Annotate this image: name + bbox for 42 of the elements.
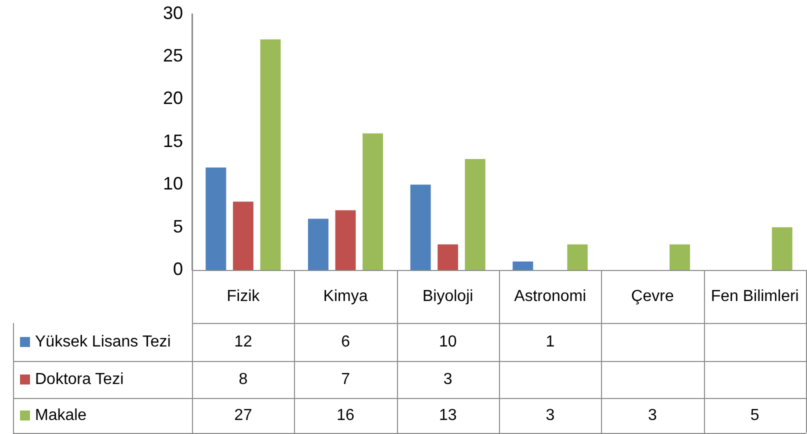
data-label: 3 bbox=[443, 370, 452, 388]
x-tick-label: Kimya bbox=[323, 288, 368, 305]
legend-label: Doktora Tezi bbox=[35, 370, 124, 388]
data-label: 12 bbox=[234, 333, 252, 350]
bar bbox=[335, 210, 356, 270]
bar bbox=[410, 184, 431, 270]
x-tick-label: Fizik bbox=[226, 288, 261, 305]
bar bbox=[772, 227, 792, 270]
data-label: 3 bbox=[648, 406, 658, 424]
x-tick-label: Astronomi bbox=[514, 288, 586, 305]
y-tick-label: 10 bbox=[162, 174, 184, 194]
y-tick-label: 0 bbox=[173, 258, 184, 279]
data-label: 27 bbox=[234, 406, 252, 424]
bar bbox=[438, 244, 458, 270]
x-tick-label: Fen Bilimleri bbox=[710, 288, 799, 305]
y-tick-label: 15 bbox=[162, 130, 184, 151]
bar bbox=[512, 261, 534, 270]
data-label: 3 bbox=[546, 406, 555, 424]
bar bbox=[362, 133, 384, 270]
bar bbox=[567, 244, 588, 270]
data-label: 1 bbox=[546, 333, 555, 350]
y-tick-label: 30 bbox=[162, 2, 184, 23]
bar bbox=[670, 244, 690, 270]
data-label: 8 bbox=[238, 370, 248, 388]
bar bbox=[260, 39, 281, 270]
data-label: 6 bbox=[341, 333, 350, 350]
data-label: 13 bbox=[438, 406, 457, 424]
data-label: 10 bbox=[438, 333, 457, 350]
bar bbox=[308, 218, 328, 270]
bar bbox=[232, 202, 254, 270]
y-tick-label: 20 bbox=[162, 88, 184, 108]
x-tick-label: Çevre bbox=[631, 288, 674, 305]
legend-label: Yüksek Lisans Tezi bbox=[35, 333, 171, 350]
data-label: 7 bbox=[341, 370, 350, 388]
data-label: 16 bbox=[336, 406, 355, 424]
legend-label: Makale bbox=[35, 406, 87, 424]
y-tick-label: 25 bbox=[162, 45, 184, 66]
y-tick-label: 5 bbox=[173, 216, 184, 236]
x-tick-label: Biyoloji bbox=[422, 288, 474, 305]
bar bbox=[464, 158, 486, 270]
data-label: 5 bbox=[750, 406, 760, 424]
bar bbox=[206, 168, 226, 270]
